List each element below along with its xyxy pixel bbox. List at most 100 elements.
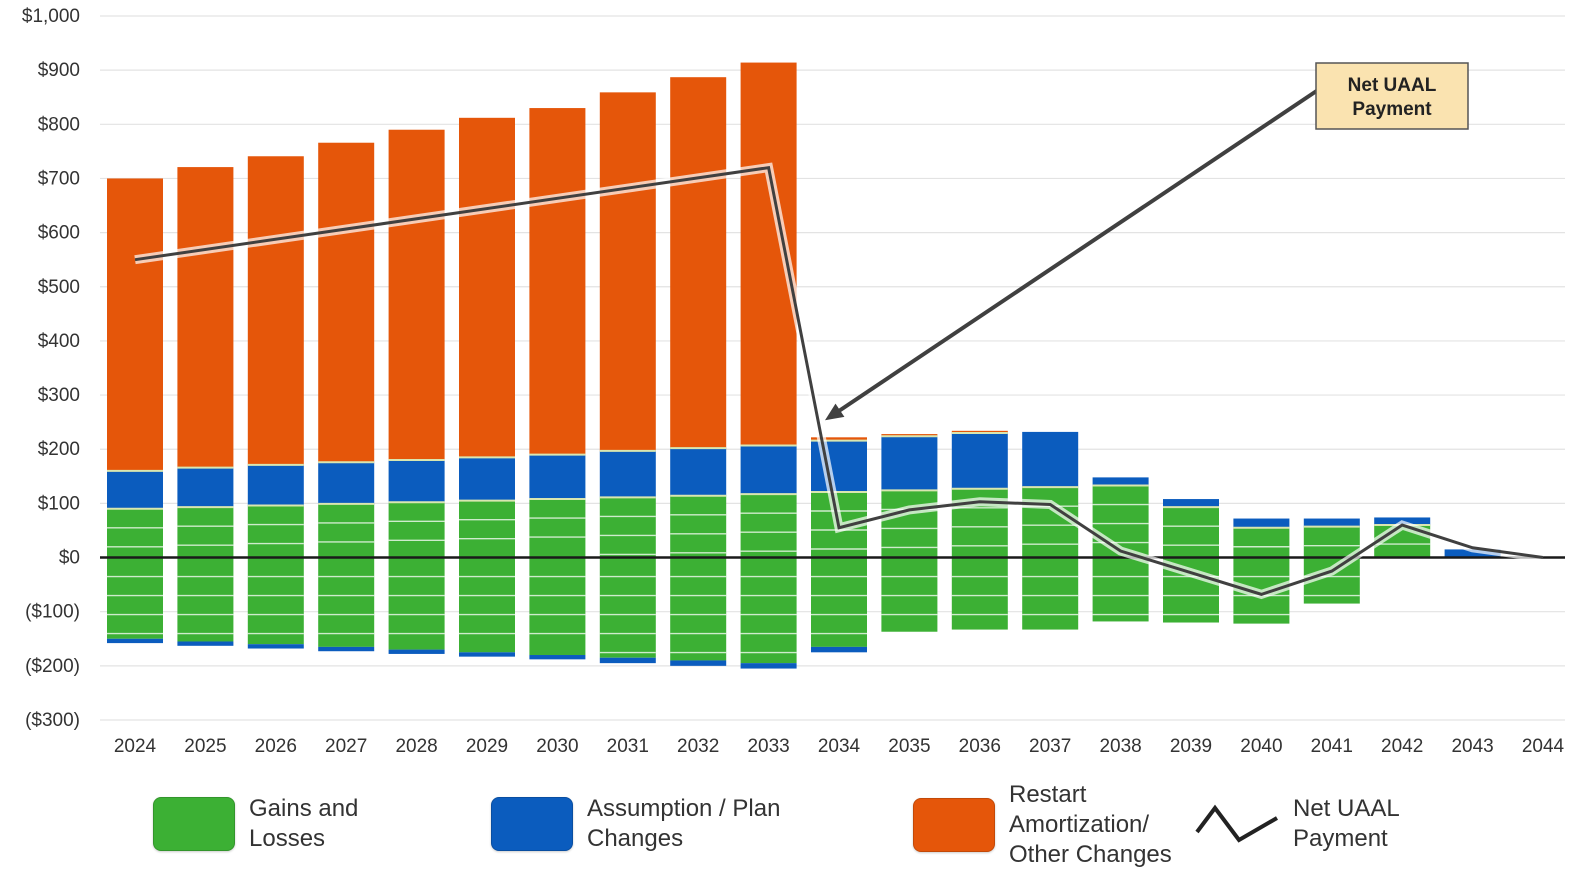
x-tick-label: 2024 <box>114 736 157 757</box>
y-axis-ticks: $1,000 $900 $800 $700 $600 $500 $400 $300 $200 $1… <box>22 6 80 731</box>
y-tick-label: $700 <box>38 168 80 189</box>
x-tick-label: 2035 <box>888 736 930 757</box>
bar-s0 <box>1092 557 1149 622</box>
legend-item-net-uaal: Net UAAL Payment <box>1195 794 1400 854</box>
y-tick-label: $1,000 <box>22 6 80 27</box>
bar-s0 <box>599 497 656 558</box>
callout-label-line1: Net UAAL <box>1348 75 1437 96</box>
x-tick-label: 2031 <box>607 736 649 757</box>
legend-item-restart-amortization: Restart Amortization/ Other Changes <box>913 780 1172 870</box>
x-tick-label: 2028 <box>395 736 437 757</box>
y-tick-label: $900 <box>38 60 80 81</box>
bar-s0 <box>107 508 163 558</box>
net-uaal-line <box>134 162 1544 600</box>
bar-s0 <box>529 499 586 558</box>
callout-arrow <box>834 88 1320 415</box>
uaal-amortization-chart: $1,000 $900 $800 $700 $600 $500 $400 $300 $200 $1… <box>22 6 1565 757</box>
bar-s0 <box>1163 507 1219 558</box>
legend-label-assumption-changes: Assumption / Plan Changes <box>587 795 781 852</box>
bar-s1 <box>247 644 304 649</box>
x-tick-label: 2027 <box>325 736 367 757</box>
bar-s0 <box>1022 557 1079 630</box>
bar-s0 <box>1303 526 1360 558</box>
y-tick-label: $400 <box>38 331 80 352</box>
x-tick-label: 2032 <box>677 736 719 757</box>
bar-s0 <box>247 557 304 645</box>
bar-s1 <box>107 470 163 509</box>
bar-s0 <box>881 557 938 632</box>
bar-s0 <box>740 557 797 664</box>
bar-s1 <box>107 638 163 644</box>
x-tick-label: 2037 <box>1029 736 1071 757</box>
legend-label-restart-amortization: Restart Amortization/ Other Changes <box>1009 781 1172 868</box>
y-tick-label: $600 <box>38 223 80 244</box>
bar-s0 <box>599 557 656 658</box>
x-tick-label: 2026 <box>255 736 297 757</box>
x-tick-label: 2025 <box>184 736 226 757</box>
legend-swatch-assumption-changes <box>491 797 573 851</box>
bar-s0 <box>951 557 1008 630</box>
callout-box <box>1315 62 1469 130</box>
bar-s0 <box>1233 527 1290 558</box>
bar-s1 <box>951 432 1008 489</box>
x-tick-label: 2036 <box>959 736 1001 757</box>
bar-s2 <box>529 108 586 455</box>
legend-label-gains-losses: Gains and Losses <box>249 795 359 852</box>
bar-s0 <box>881 490 938 558</box>
bar-s2 <box>459 117 515 458</box>
bar-s0 <box>459 557 515 653</box>
bar-s1 <box>459 652 515 657</box>
bar-s2 <box>247 156 304 465</box>
x-tick-label: 2041 <box>1311 736 1353 757</box>
bar-s1 <box>811 646 867 653</box>
y-tick-label: $500 <box>38 277 80 298</box>
bar-s2 <box>811 437 867 441</box>
bar-s0 <box>318 557 375 647</box>
bar-s0 <box>1022 487 1079 558</box>
y-tick-label: $300 <box>38 385 80 406</box>
bar-s1 <box>599 450 656 498</box>
legend-item-assumption-changes: Assumption / Plan Changes <box>491 794 780 854</box>
bar-s1 <box>388 460 445 503</box>
x-tick-label: 2038 <box>1099 736 1141 757</box>
bar-stacks <box>107 62 1501 669</box>
bar-s1 <box>177 467 234 508</box>
bar-s0 <box>529 557 586 656</box>
bar-s1 <box>670 448 727 496</box>
bar-s1 <box>740 445 797 495</box>
bar-s2 <box>107 178 163 471</box>
bar-s2 <box>318 142 375 463</box>
x-tick-label: 2039 <box>1170 736 1212 757</box>
bar-s1 <box>459 457 515 501</box>
x-axis-ticks: 2024 2025 2026 2027 2028 2029 2030 2031 2032 2033… <box>114 736 1565 757</box>
bar-s1 <box>1233 518 1290 528</box>
bar-s0 <box>459 500 515 558</box>
bar-s2 <box>599 92 656 451</box>
bar-s1 <box>740 663 797 669</box>
x-tick-label: 2043 <box>1451 736 1493 757</box>
bar-s0 <box>740 494 797 558</box>
y-tick-label: $800 <box>38 114 80 135</box>
net-uaal-line-path <box>134 165 1544 596</box>
x-tick-label: 2029 <box>466 736 508 757</box>
callout-arrowhead <box>825 403 845 421</box>
bar-s1 <box>1022 431 1079 488</box>
y-tick-label: ($100) <box>25 602 80 623</box>
bar-s1 <box>388 649 445 654</box>
x-tick-label: 2042 <box>1381 736 1423 757</box>
bar-s2 <box>388 129 445 461</box>
bar-s0 <box>388 557 445 650</box>
x-tick-label: 2030 <box>536 736 578 757</box>
x-tick-label: 2040 <box>1240 736 1282 757</box>
bar-s1 <box>177 641 234 646</box>
y-tick-label: $0 <box>59 548 80 569</box>
legend: Gains and Losses Assumption / Plan Chang… <box>0 780 1585 879</box>
bar-s1 <box>529 655 586 660</box>
bar-s2 <box>881 434 938 437</box>
bar-s0 <box>177 557 234 642</box>
bar-s1 <box>318 462 375 504</box>
bar-s0 <box>318 503 375 558</box>
x-tick-label: 2033 <box>747 736 789 757</box>
bar-s2 <box>670 77 727 449</box>
bar-s1 <box>881 436 938 491</box>
